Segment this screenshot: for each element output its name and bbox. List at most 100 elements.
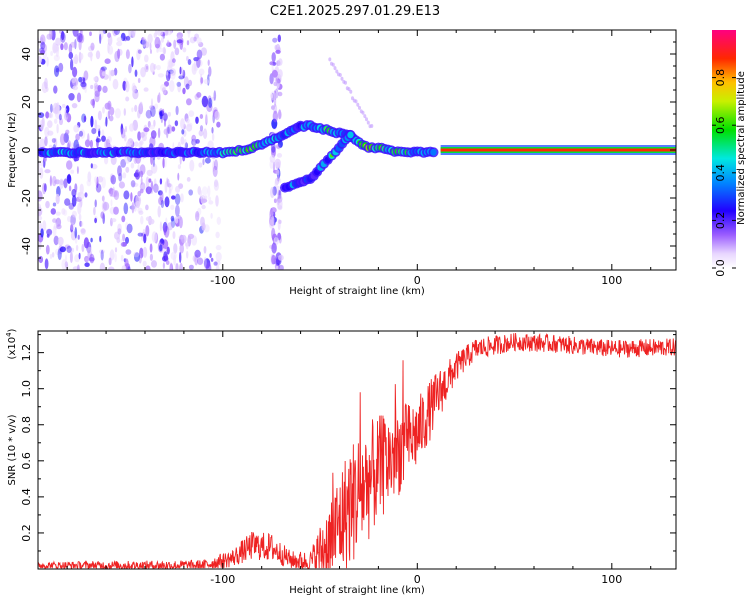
noise-blob xyxy=(270,91,277,101)
noise-blob xyxy=(163,112,168,122)
ridge-mark xyxy=(430,148,437,156)
y-tick-label: 40 xyxy=(20,47,33,61)
x-tick-label: 0 xyxy=(414,573,421,586)
noise-blob xyxy=(167,64,173,72)
noise-blob xyxy=(186,55,189,62)
noise-blob xyxy=(131,56,134,68)
noise-blob xyxy=(131,202,135,214)
noise-blob xyxy=(90,42,95,51)
noise-blob xyxy=(130,180,136,188)
snr-frame xyxy=(37,330,677,570)
noise-blob xyxy=(150,130,157,139)
noise-blob xyxy=(52,102,59,115)
noise-blob xyxy=(121,265,127,270)
noise-blob xyxy=(44,136,48,147)
noise-blob xyxy=(162,86,167,95)
noise-blob xyxy=(151,163,158,174)
noise-blob xyxy=(80,53,84,60)
noise-blob xyxy=(130,192,133,202)
noise-blob xyxy=(164,253,168,261)
noise-blob xyxy=(181,129,185,135)
noise-blob xyxy=(201,204,206,210)
noise-blob xyxy=(146,65,148,70)
x-tick-label: -100 xyxy=(210,573,235,586)
snr-axes: -100 0 100 0.2 0.4 0.6 0.8 1.0 1.2 xyxy=(20,331,676,586)
noise-blob xyxy=(120,123,124,135)
noise-blob xyxy=(150,49,152,54)
noise-blob xyxy=(180,193,184,203)
noise-blob xyxy=(97,85,102,92)
noise-blob xyxy=(68,51,74,60)
noise-blob xyxy=(179,243,184,254)
noise-blob xyxy=(52,202,57,207)
y-tick-label: 1.0 xyxy=(20,380,33,398)
branch-mark xyxy=(347,131,354,139)
noise-blob xyxy=(54,248,61,255)
noise-blob xyxy=(89,139,93,149)
noise-blob xyxy=(213,90,217,101)
noise-blob xyxy=(57,236,64,246)
noise-blob xyxy=(81,243,85,253)
noise-blob xyxy=(76,166,79,175)
noise-blob xyxy=(71,247,75,253)
noise-blob xyxy=(64,261,69,268)
noise-blob xyxy=(83,115,87,123)
noise-blob xyxy=(42,220,47,232)
noise-blob xyxy=(274,95,277,108)
noise-blob xyxy=(277,91,283,97)
noise-blob xyxy=(86,246,93,255)
noise-blob xyxy=(95,50,101,60)
noise-blob xyxy=(278,109,282,120)
noise-blob xyxy=(174,216,179,224)
noise-blob xyxy=(70,224,74,233)
noise-blob xyxy=(39,167,44,179)
noise-blob xyxy=(109,187,114,197)
noise-blob xyxy=(170,204,175,210)
noise-blob xyxy=(356,102,360,107)
noise-blob xyxy=(358,105,361,110)
noise-blob xyxy=(43,156,47,162)
noise-blob xyxy=(79,183,84,195)
noise-blob xyxy=(175,105,179,116)
noise-blob xyxy=(120,159,127,168)
noise-blob xyxy=(198,162,203,168)
noise-blob xyxy=(89,31,92,37)
noise-blob xyxy=(138,210,144,215)
noise-blob xyxy=(136,48,141,61)
noise-blob xyxy=(142,260,147,267)
noise-blob xyxy=(210,212,213,219)
noise-blob xyxy=(61,259,67,270)
noise-blob xyxy=(159,178,163,185)
noise-blob xyxy=(107,32,112,38)
noise-blob xyxy=(68,185,72,192)
noise-blob xyxy=(135,200,140,209)
noise-blob xyxy=(151,231,158,243)
noise-blob xyxy=(110,189,118,198)
noise-blob xyxy=(145,186,152,195)
noise-blob xyxy=(40,37,44,44)
snr-line xyxy=(38,332,676,569)
noise-blob xyxy=(195,211,200,222)
noise-blob xyxy=(186,122,193,128)
noise-blob xyxy=(91,128,97,135)
noise-blob xyxy=(159,111,163,120)
noise-blob xyxy=(95,138,101,143)
noise-blob xyxy=(208,97,213,108)
noise-blob xyxy=(145,204,149,211)
noise-blob xyxy=(47,120,53,128)
noise-blob xyxy=(172,58,176,63)
noise-blob xyxy=(187,59,192,65)
noise-blob xyxy=(50,208,56,215)
noise-blob xyxy=(167,183,172,188)
noise-blob xyxy=(49,175,53,187)
noise-blob xyxy=(93,206,96,216)
spectrogram-axes: -100 0 100 -40 -20 0 20 40 xyxy=(20,29,676,287)
noise-blob xyxy=(93,82,98,90)
noise-blob xyxy=(142,246,148,258)
snr-marks xyxy=(38,332,676,569)
noise-blob xyxy=(274,179,278,189)
noise-blob xyxy=(153,63,157,70)
noise-blob xyxy=(113,206,119,215)
noise-blob xyxy=(100,249,104,261)
